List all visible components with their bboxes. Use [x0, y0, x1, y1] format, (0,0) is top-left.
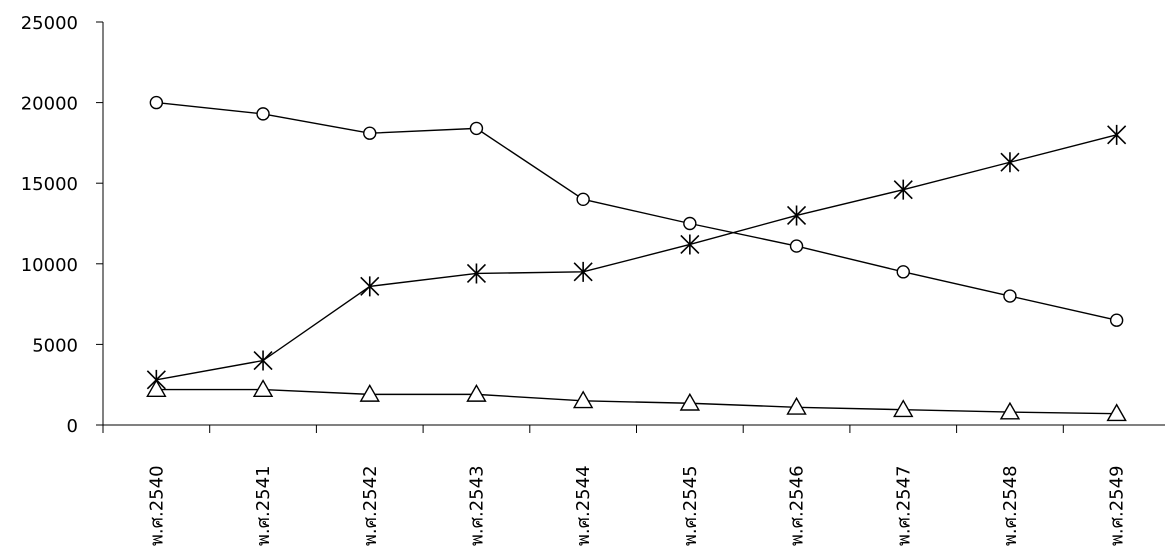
x-tick-label: พ.ศ.2545 [680, 465, 701, 546]
y-tick-label: 10000 [21, 255, 78, 276]
x-tick-label: พ.ศ.2540 [146, 465, 167, 546]
asterisk-data-point [360, 276, 380, 297]
x-tick-label: พ.ศ.2544 [573, 465, 594, 546]
triangle-data-point [359, 383, 380, 402]
series-line [156, 101, 1117, 321]
x-tick-label: พ.ศ.2546 [787, 465, 808, 546]
circle-data-point [469, 121, 484, 136]
asterisk-data-point [573, 261, 593, 282]
series-asterisk [146, 124, 1127, 390]
triangle-data-point [893, 399, 914, 418]
x-tick-label: พ.ศ.2547 [893, 465, 914, 546]
triangle-data-point [999, 401, 1021, 420]
asterisk-data-point [680, 234, 700, 255]
triangle-data-point [252, 379, 274, 397]
triangle-data-point [679, 392, 701, 411]
series-line [156, 388, 1117, 415]
x-tick-label: พ.ศ.2543 [466, 465, 487, 546]
x-ticks: พ.ศ.2540 พ.ศ.2541 พ.ศ.2542 พ.ศ.2543 พ.ศ.2544… [102, 425, 1128, 546]
triangle-data-point [1106, 403, 1127, 422]
triangle-data-point [572, 390, 594, 409]
chart-axes [102, 22, 1165, 426]
circle-data-point [256, 107, 270, 121]
asterisk-data-point [786, 205, 807, 226]
asterisk-data-point [1000, 152, 1020, 173]
series-circle [149, 95, 1124, 327]
series-triangle [146, 379, 1127, 422]
circle-data-point [683, 216, 697, 231]
series-layer [146, 95, 1127, 422]
x-tick-label: พ.ศ.2549 [1107, 465, 1128, 546]
circle-data-point [896, 265, 910, 279]
asterisk-data-point [253, 350, 273, 371]
series-line [156, 134, 1117, 381]
y-tick-label: 25000 [21, 13, 78, 34]
y-ticks: 0 5000 10000 15000 20000 25000 [21, 13, 103, 437]
triangle-data-point [466, 383, 487, 402]
circle-data-point [576, 192, 590, 207]
asterisk-data-point [893, 179, 913, 200]
x-tick-label: พ.ศ.2541 [253, 465, 274, 546]
triangle-data-point [786, 396, 807, 415]
circle-data-point [363, 126, 377, 140]
y-tick-label: 0 [67, 416, 78, 437]
y-tick-label: 20000 [21, 94, 78, 115]
asterisk-data-point [466, 263, 487, 284]
y-tick-label: 5000 [32, 335, 78, 356]
circle-data-point [1109, 313, 1124, 327]
y-tick-label: 15000 [21, 174, 78, 195]
circle-data-point [149, 95, 164, 110]
circle-data-point [789, 239, 804, 253]
triangle-data-point [146, 379, 167, 397]
x-tick-label: พ.ศ.2542 [360, 465, 381, 546]
asterisk-data-point [1107, 124, 1127, 145]
x-tick-label: พ.ศ.2548 [1000, 465, 1021, 546]
circle-data-point [1003, 289, 1017, 303]
